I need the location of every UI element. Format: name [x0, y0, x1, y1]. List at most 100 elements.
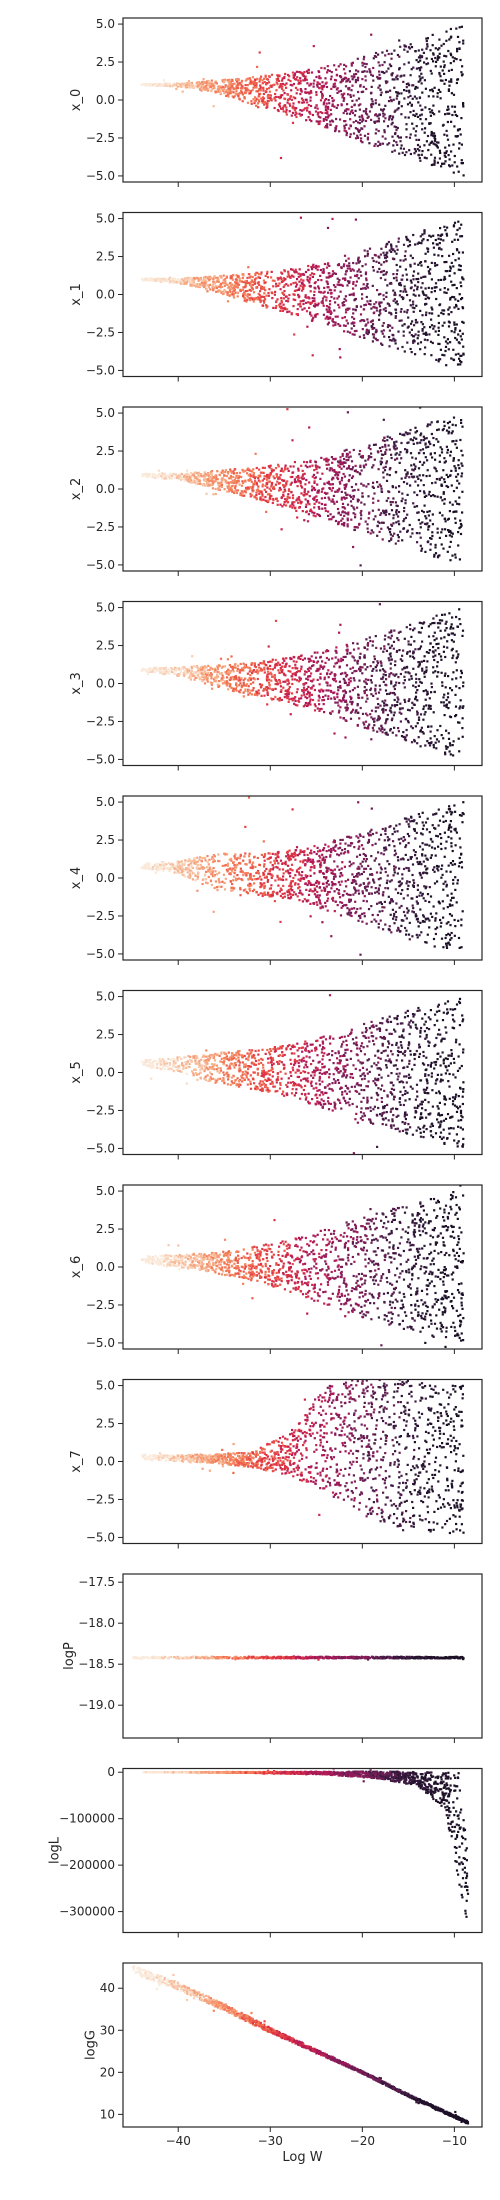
data-point: [297, 501, 300, 504]
data-point: [356, 270, 359, 273]
data-point: [370, 709, 374, 712]
data-point: [384, 445, 387, 448]
data-point: [203, 278, 206, 281]
data-point: [421, 329, 424, 332]
data-point: [282, 484, 285, 487]
data-point: [390, 52, 393, 55]
data-point: [312, 265, 315, 269]
data-point: [366, 116, 369, 119]
data-point: [314, 515, 317, 518]
data-point: [356, 79, 360, 82]
data-point: [329, 120, 332, 123]
data-point: [323, 290, 326, 293]
data-point: [351, 99, 354, 102]
data-point: [456, 135, 459, 138]
data-point: [204, 280, 207, 283]
data-point: [453, 510, 456, 513]
data-point: [330, 289, 333, 292]
data-point: [262, 279, 265, 282]
data-point: [283, 503, 286, 506]
data-point: [226, 94, 229, 97]
data-point: [242, 681, 245, 684]
data-point: [216, 276, 219, 279]
data-point: [435, 144, 438, 147]
data-point: [396, 143, 399, 146]
data-point: [456, 363, 460, 366]
data-point: [430, 291, 433, 294]
data-point: [359, 133, 362, 136]
data-point: [373, 492, 376, 495]
data-point: [339, 463, 342, 466]
data-point: [348, 474, 351, 477]
data-point: [232, 91, 235, 94]
data-point: [399, 720, 402, 723]
data-point: [236, 489, 239, 492]
data-point: [228, 83, 231, 86]
data-point: [195, 482, 198, 486]
data-point: [327, 316, 330, 319]
data-point: [241, 480, 244, 483]
data-point: [382, 471, 385, 474]
data-point: [370, 320, 373, 323]
data-point: [359, 270, 362, 273]
data-point: [329, 94, 332, 98]
data-point: [175, 281, 179, 284]
data-point: [461, 593, 463, 595]
data-point: [294, 72, 297, 75]
data-point: [392, 139, 396, 142]
data-point: [417, 665, 420, 668]
data-point: [455, 510, 458, 513]
data-point: [180, 477, 183, 480]
data-point: [282, 280, 285, 283]
data-point: [426, 62, 430, 65]
data-point: [450, 261, 453, 264]
data-point: [414, 465, 417, 468]
data-point: [265, 304, 268, 307]
data-point: [435, 358, 438, 361]
data-point: [285, 483, 288, 486]
data-point: [349, 494, 352, 497]
data-point: [296, 76, 299, 79]
data-point: [392, 248, 395, 251]
data-point: [337, 464, 340, 467]
data-point: [302, 72, 305, 75]
data-point: [309, 285, 312, 288]
data-point: [309, 90, 312, 93]
data-point: [458, 342, 461, 345]
data-point: [270, 84, 273, 87]
data-point: [458, 558, 461, 561]
data-point: [391, 326, 394, 329]
data-point: [377, 703, 380, 706]
data-point: [313, 314, 317, 317]
data-point: [425, 63, 428, 66]
data-point: [390, 57, 393, 60]
data-point: [353, 324, 356, 327]
data-point: [430, 306, 433, 309]
data-point: [431, 523, 434, 526]
data-point: [393, 447, 396, 450]
data-point: [337, 511, 340, 514]
data-point: [451, 554, 454, 557]
data-point: [249, 299, 252, 302]
data-point: [267, 99, 270, 103]
data-point: [361, 672, 364, 675]
data-point: [225, 275, 228, 278]
data-point: [375, 55, 378, 58]
data-point: [321, 111, 324, 115]
data-point: [425, 37, 428, 40]
data-point: [218, 289, 222, 292]
data-point: [437, 237, 440, 240]
data-point: [363, 308, 366, 311]
data-point: [227, 91, 230, 94]
data-point: [443, 287, 446, 290]
data-point: [205, 492, 208, 495]
data-point: [295, 313, 298, 316]
data-point: [385, 91, 388, 94]
data-point: [401, 539, 404, 542]
data-point: [311, 475, 314, 478]
data-point: [361, 456, 364, 459]
data-point: [302, 477, 305, 480]
data-point: [448, 254, 451, 257]
data-point: [307, 116, 310, 119]
data-point: [276, 298, 279, 301]
